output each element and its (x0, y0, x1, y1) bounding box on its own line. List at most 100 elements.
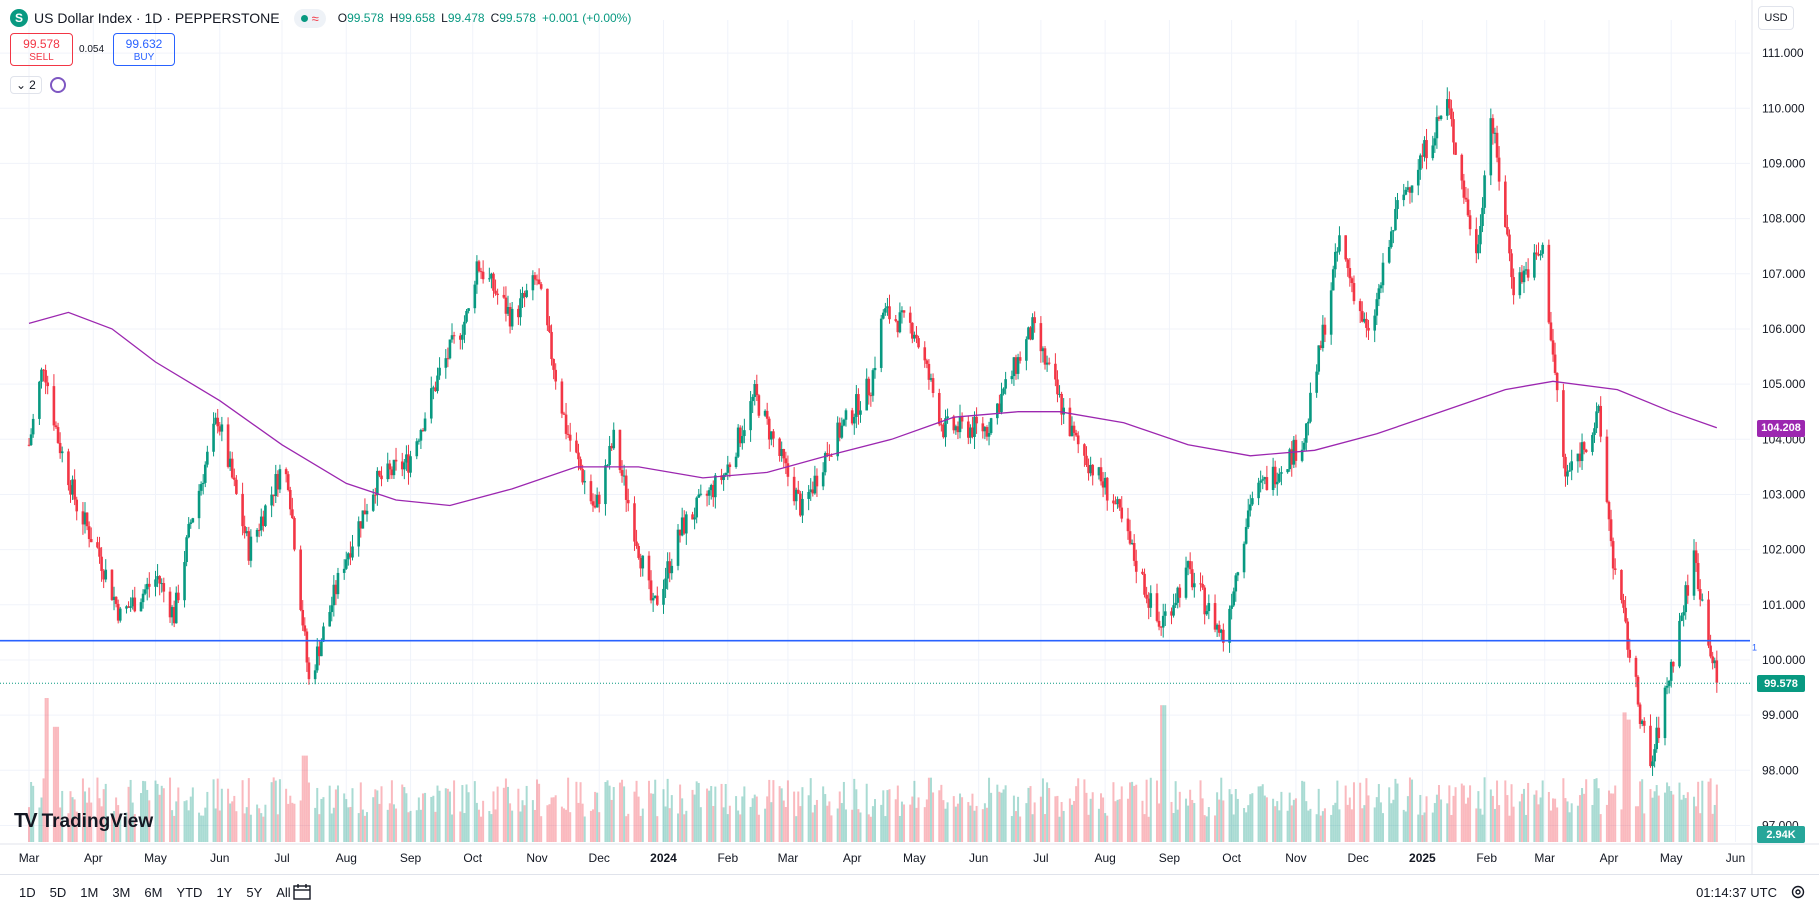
indicators-toggle[interactable]: ⌄ 2 (10, 76, 42, 94)
tf-1y[interactable]: 1Y (216, 885, 233, 900)
candle-body (305, 631, 309, 663)
buy-button[interactable]: 99.632 BUY (113, 33, 175, 66)
volume-bar (990, 792, 993, 842)
calendar-range-icon[interactable] (292, 883, 312, 901)
market-status[interactable]: ≈ (293, 8, 326, 28)
volume-bar (983, 803, 986, 842)
x-tick-label: Aug (336, 851, 357, 865)
candle-body (262, 516, 265, 526)
candle-body (249, 536, 253, 561)
volume-bar (1133, 785, 1136, 842)
volume-bar (1019, 816, 1022, 842)
y-tick-label: 111.000 (1762, 46, 1804, 60)
volume-bar (90, 802, 93, 842)
candle-body (1597, 405, 1600, 412)
candle-body (284, 469, 288, 475)
volume-bar (946, 802, 949, 842)
volume-bar (1433, 803, 1436, 842)
sell-button[interactable]: 99.578 SELL (10, 33, 73, 66)
candle-body (765, 410, 769, 419)
volume-bar (1657, 795, 1660, 842)
candle-body (1692, 550, 1696, 596)
candle-body (1518, 272, 1522, 296)
refresh-icon[interactable] (49, 77, 66, 93)
candle-body (813, 475, 817, 494)
volume-bar (637, 796, 640, 842)
sell-price: 99.578 (23, 37, 60, 51)
volume-bar (1504, 780, 1507, 842)
candle-body (1070, 425, 1074, 437)
candle-body (1246, 510, 1250, 528)
candle-body (1595, 411, 1598, 429)
candle-body (187, 523, 190, 538)
candle-body (1091, 464, 1095, 476)
volume-bar (683, 814, 686, 842)
volume-bar (886, 790, 889, 842)
volume-bar (1002, 789, 1005, 842)
candle-body (467, 308, 470, 311)
volume-bar (813, 804, 816, 842)
volume-bar (639, 815, 642, 842)
tf-1d[interactable]: 1D (19, 885, 36, 900)
candle-body (400, 461, 404, 470)
candle-body (1031, 317, 1034, 340)
currency-select[interactable]: USD (1758, 6, 1794, 30)
volume-bar (1431, 812, 1434, 842)
tradingview-logo[interactable]: TV TradingView (14, 810, 153, 833)
candle-body (299, 549, 302, 610)
volume-bar (786, 780, 789, 842)
tf-5y[interactable]: 5Y (246, 885, 263, 900)
candle-body (490, 273, 493, 279)
utc-clock[interactable]: 01:14:37 UTC (1696, 885, 1777, 900)
volume-bar (691, 789, 694, 842)
tf-6m[interactable]: 6M (144, 885, 163, 900)
volume-bar (799, 806, 802, 842)
candle-body (550, 331, 553, 359)
volume-bar (824, 794, 827, 842)
x-tick-label: Dec (589, 851, 610, 865)
candle-body (1711, 656, 1714, 664)
logo-text: TradingView (41, 810, 154, 832)
candle-body (1636, 676, 1640, 705)
candle-body (1045, 362, 1049, 365)
tf-ytd[interactable]: YTD (176, 885, 203, 900)
candle-body (539, 284, 543, 289)
volume-bar (1141, 800, 1144, 842)
ohlc-low: 99.478 (447, 11, 485, 25)
volume-bar (954, 806, 957, 842)
price-chart[interactable]: 1 111.000 110.000 109.000 108.000 107.000 106.… (0, 0, 1819, 874)
candle-body (1591, 434, 1594, 452)
candle-body (230, 458, 234, 478)
settings-gear-icon[interactable] (1789, 883, 1807, 901)
volume-bar (567, 777, 570, 842)
candle-body (612, 429, 616, 449)
volume-bar (1135, 784, 1138, 842)
volume-bar (1230, 794, 1233, 842)
volume-bar (1578, 795, 1581, 842)
volume-bar (465, 784, 468, 842)
volume-bar (598, 812, 601, 842)
candle-body (1033, 317, 1036, 324)
candle-body (1607, 501, 1611, 520)
volume-bar (1068, 798, 1071, 842)
candle-body (1584, 449, 1588, 452)
candle-body (751, 396, 754, 402)
volume-bar (757, 814, 760, 842)
tf-5d[interactable]: 5D (49, 885, 67, 900)
candle-body (1423, 140, 1426, 157)
volume-bar (1628, 719, 1631, 842)
tf-all[interactable]: All (276, 885, 291, 900)
tf-1m[interactable]: 1M (80, 885, 99, 900)
symbol-icon[interactable]: S (10, 9, 28, 27)
candle-body (1504, 181, 1507, 227)
candle-body (1294, 439, 1298, 461)
volume-series (28, 698, 1718, 842)
candle-body (1593, 428, 1596, 435)
candle-body (1628, 649, 1632, 658)
symbol-title[interactable]: US Dollar Index · 1D · PEPPERSTONE (34, 10, 280, 26)
volume-bar (938, 790, 941, 842)
candle-body (127, 606, 130, 608)
candle-body (1365, 318, 1368, 328)
tf-3m[interactable]: 3M (112, 885, 131, 900)
candle-body (1114, 503, 1117, 505)
